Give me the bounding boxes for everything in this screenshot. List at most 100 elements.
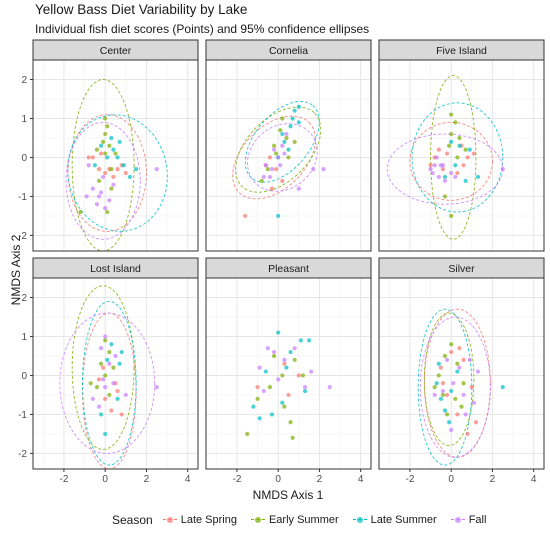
point-late-spring [455,170,460,176]
point-fall [90,186,95,191]
plot-area [379,60,544,251]
point-late-summer [276,330,281,335]
point-late-summer [280,131,285,137]
chart-title: Yellow Bass Diet Variability by Lake [35,2,248,17]
point-fall [113,353,118,359]
ellipse-late-summer [244,101,320,183]
point-fall [103,334,108,339]
y-tick-label: -1 [18,192,27,203]
point-late-spring [449,349,454,355]
point-early-summer [94,147,100,152]
point-late-summer [109,342,114,347]
point-fall [467,357,472,362]
point-early-summer [265,167,270,172]
panel-title: Silver [448,263,475,275]
point-early-summer [453,396,458,401]
legend-key-early-summer [250,515,265,525]
point-fall [449,170,454,176]
legend: Season Late Spring Early Summer Late Sum… [112,513,500,527]
point-late-summer [121,163,126,168]
point-late-spring [444,392,450,398]
point-late-summer [119,349,124,355]
legend-item-fall: Fall [450,514,486,526]
point-fall [309,369,314,374]
point-early-summer [461,381,466,386]
point-early-summer [449,131,454,137]
point-late-summer [134,167,139,172]
point-early-summer [96,178,102,183]
point-late-summer [475,174,481,180]
point-fall [278,163,283,168]
point-late-summer [284,365,289,370]
ellipse-fall [247,123,318,192]
point-late-spring [111,174,116,180]
point-late-summer [434,381,439,386]
plot-area [379,278,544,469]
point-fall [432,392,437,398]
point-fall [327,385,332,390]
ellipse-early-summer [235,106,322,193]
point-early-summer [107,392,112,398]
point-early-summer [94,385,100,390]
point-fall [457,365,462,370]
y-tick-label: 0 [21,371,27,382]
legend-title: Season [112,513,153,527]
point-fall [276,377,281,382]
point-late-summer [307,338,312,343]
point-fall [269,167,275,172]
point-fall [451,381,456,386]
point-late-summer [442,174,448,180]
point-late-summer [296,120,301,125]
point-early-summer [271,143,277,148]
point-late-spring [243,213,248,219]
point-fall [432,163,437,168]
point-fall [84,194,89,199]
point-fall [101,174,106,180]
point-late-spring [280,178,285,183]
ellipse-late-spring [67,114,147,232]
panel-silver: Silver -2 0 2 4 [378,257,545,485]
point-early-summer [442,194,448,199]
point-late-summer [127,174,133,180]
point-late-summer [463,178,468,183]
point-late-summer [449,388,454,394]
point-late-spring [465,431,470,437]
points [428,112,505,219]
point-late-summer [117,361,122,366]
panel-five-island: Five Island [378,39,545,252]
panel-cornelia: Cornelia [205,39,372,252]
point-early-summer [111,365,116,370]
point-late-spring [473,420,479,425]
point-early-summer [290,435,295,440]
x-tick-label: -2 [59,474,68,485]
point-early-summer [105,209,110,215]
legend-key-fall [450,515,465,525]
x-tick-label: -2 [405,474,414,485]
point-late-summer [438,396,443,401]
point-fall [111,381,116,386]
point-late-spring [101,365,106,370]
point-late-summer [447,420,452,425]
point-early-summer [457,135,462,141]
point-early-summer [105,124,110,129]
point-early-summer [103,151,108,156]
point-late-summer [449,139,454,144]
grid [33,277,198,469]
point-late-spring [440,381,446,386]
point-fall [111,182,116,187]
point-early-summer [98,361,104,366]
point-late-summer [500,385,505,390]
point-fall [282,357,287,362]
point-late-spring [96,377,102,382]
legend-item-late-summer: Late Summer [352,514,437,526]
point-late-spring [115,388,120,394]
panel-pleasant: Pleasant -2 0 2 4 [205,257,372,485]
point-fall [101,377,106,382]
plot-area [33,278,198,469]
x-tick-label: 0 [275,474,281,485]
point-fall [271,147,277,152]
ellipse-early-summer [71,285,135,450]
point-fall [428,167,433,172]
point-late-spring [465,155,470,160]
legend-label-late-summer: Late Summer [370,514,437,526]
